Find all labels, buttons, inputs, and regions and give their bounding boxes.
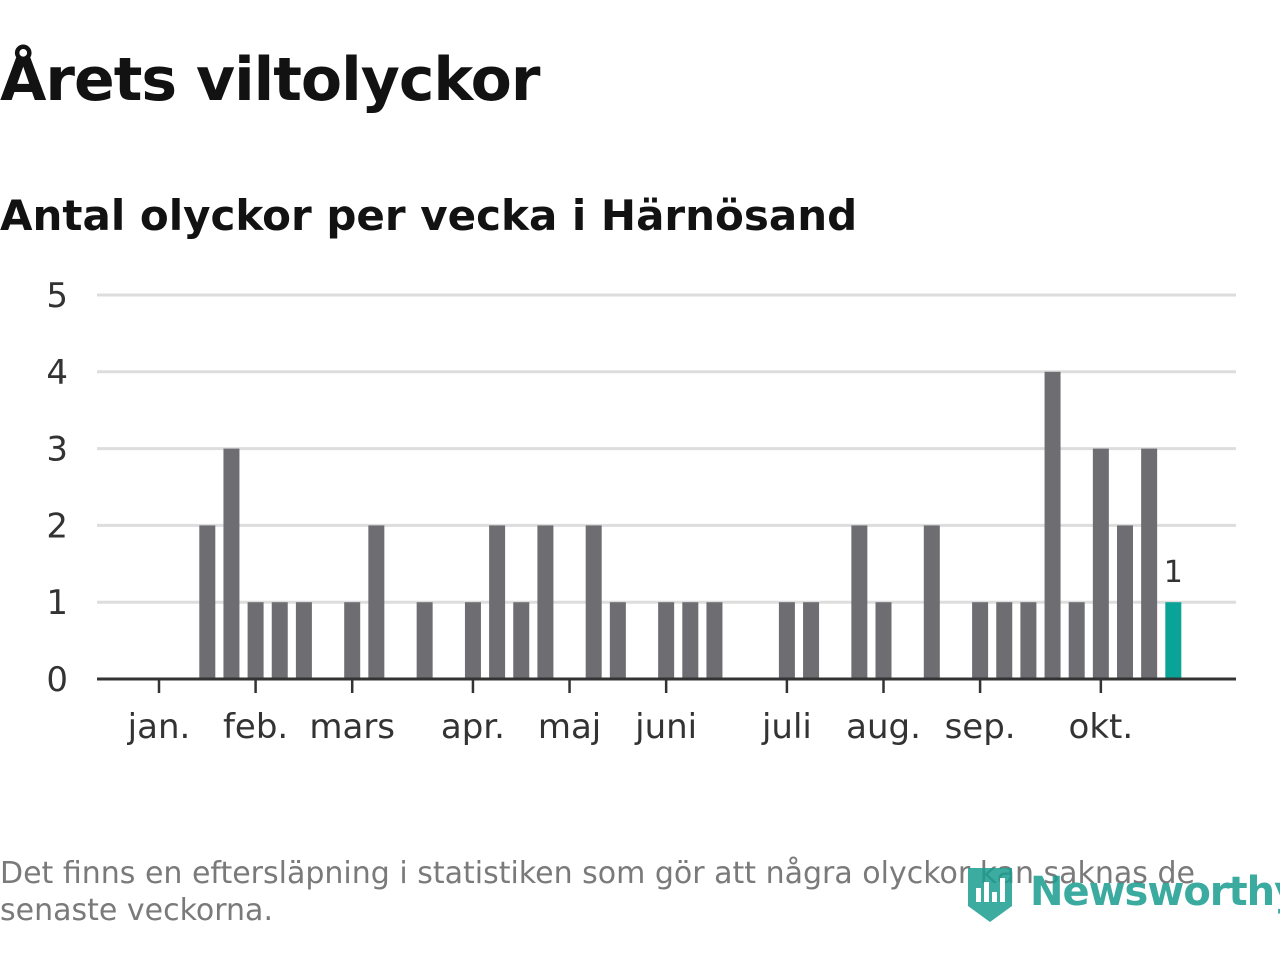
bar-week-9 <box>344 602 361 679</box>
bar-week-24 <box>706 602 723 679</box>
bar-week-20 <box>609 602 626 679</box>
bar-week-3 <box>199 525 216 679</box>
newsworthy-logo-text: Newsworthy <box>1030 869 1280 915</box>
x-tick-label-mars: mars <box>309 707 395 747</box>
bar-week-19 <box>585 525 602 679</box>
y-tick-label-1: 1 <box>46 583 68 623</box>
x-tick-label-jan.: jan. <box>127 707 191 747</box>
bar-week-7 <box>295 602 312 679</box>
gridlines <box>97 293 1236 604</box>
bar-week-22 <box>658 602 675 679</box>
bar-week-4 <box>223 448 240 679</box>
bar-week-16 <box>513 602 530 679</box>
bar-week-36 <box>996 602 1013 679</box>
bar-week-42 <box>1141 448 1158 679</box>
y-tick-label-5: 5 <box>46 276 68 316</box>
bar-week-33 <box>923 525 940 679</box>
x-tick-label-sep.: sep. <box>945 707 1016 747</box>
y-tick-label-3: 3 <box>46 430 68 470</box>
bar-week-40 <box>1092 448 1109 679</box>
bar-week-15 <box>489 525 506 679</box>
bar-week-39 <box>1068 602 1085 679</box>
bar-week-28 <box>803 602 820 679</box>
bar-week-41 <box>1117 525 1133 679</box>
chart-subtitle: Antal olyckor per vecka i Härnösand <box>0 191 858 240</box>
y-tick-label-2: 2 <box>46 506 68 546</box>
y-tick-label-4: 4 <box>46 353 68 393</box>
bar-week-31 <box>875 602 892 679</box>
x-tick-label-feb.: feb. <box>223 707 288 747</box>
x-axis: jan. feb. mars apr. maj juni juli aug. sep. okt. <box>97 677 1236 747</box>
bar-week-12 <box>416 602 433 679</box>
data-label-week-43: 1 <box>1164 555 1183 590</box>
x-tick-label-apr.: apr. <box>441 707 505 747</box>
bar-week-38 <box>1044 371 1061 679</box>
newsworthy-logo[interactable]: Newsworthy <box>964 860 1280 924</box>
bar-week-27 <box>778 602 795 679</box>
y-tick-label-0: 0 <box>46 660 68 700</box>
bar-week-6 <box>271 602 288 679</box>
x-tick-label-maj: maj <box>538 707 601 747</box>
bar-week-23 <box>682 602 699 679</box>
bar-week-37 <box>1020 602 1037 679</box>
bar-chart: 0 1 2 3 4 5 jan. feb. mars apr. maj juni juli aug. se… <box>46 276 1236 747</box>
x-tick-label-juli: juli <box>761 707 812 747</box>
bar-week-5 <box>247 602 264 679</box>
bar-week-10 <box>368 525 385 679</box>
bar-week-30 <box>851 525 868 679</box>
x-tick-label-juni: juni <box>634 707 697 747</box>
data-labels: 1 <box>1164 555 1183 590</box>
x-tick-label-aug.: aug. <box>846 707 921 747</box>
chart-title: Årets viltolyckor <box>0 45 540 115</box>
bar-week-35 <box>972 602 989 679</box>
y-axis-ticks: 0 1 2 3 4 5 <box>46 276 68 700</box>
bars <box>199 371 1182 679</box>
newsworthy-logo-icon <box>968 868 1012 922</box>
bar-week-43 <box>1165 602 1182 679</box>
bar-week-14 <box>464 602 481 679</box>
bar-week-17 <box>537 525 554 679</box>
x-tick-label-okt.: okt. <box>1069 707 1134 747</box>
